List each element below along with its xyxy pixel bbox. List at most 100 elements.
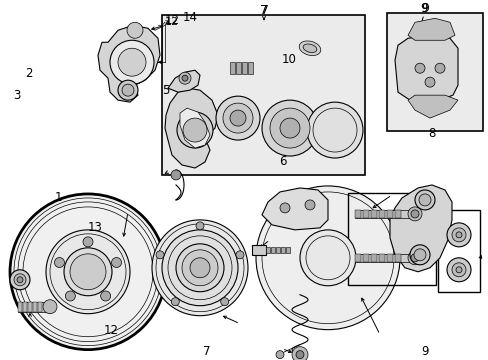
Circle shape xyxy=(65,291,75,301)
Circle shape xyxy=(171,298,179,306)
Circle shape xyxy=(127,22,142,38)
Text: 12: 12 xyxy=(104,324,119,337)
Circle shape xyxy=(280,203,289,213)
Circle shape xyxy=(70,254,106,290)
Text: 6: 6 xyxy=(278,155,285,168)
Circle shape xyxy=(14,274,26,286)
Circle shape xyxy=(410,210,418,218)
Bar xyxy=(354,254,409,262)
Bar xyxy=(285,247,289,253)
Polygon shape xyxy=(168,70,200,92)
Polygon shape xyxy=(394,35,457,100)
Circle shape xyxy=(280,118,299,138)
Bar xyxy=(18,302,46,312)
Bar xyxy=(23,302,27,312)
Circle shape xyxy=(413,249,425,261)
Circle shape xyxy=(111,257,122,267)
Text: 7: 7 xyxy=(260,4,267,17)
Circle shape xyxy=(446,258,470,282)
Polygon shape xyxy=(262,188,327,230)
Circle shape xyxy=(110,40,154,84)
Bar xyxy=(354,210,409,218)
Bar xyxy=(28,302,32,312)
Polygon shape xyxy=(407,18,454,40)
Bar xyxy=(362,254,368,262)
Circle shape xyxy=(64,248,112,296)
Text: 9: 9 xyxy=(421,345,428,358)
Text: 14: 14 xyxy=(182,11,197,24)
Circle shape xyxy=(451,228,465,242)
Polygon shape xyxy=(98,25,160,102)
Circle shape xyxy=(229,110,245,126)
Bar xyxy=(251,245,265,255)
Bar xyxy=(265,247,269,253)
Bar xyxy=(378,210,384,218)
Circle shape xyxy=(434,63,444,73)
Text: 7: 7 xyxy=(261,4,268,17)
Polygon shape xyxy=(389,185,451,272)
Circle shape xyxy=(10,270,30,290)
Circle shape xyxy=(256,186,399,330)
Circle shape xyxy=(10,194,165,350)
Circle shape xyxy=(236,251,244,259)
Bar xyxy=(386,254,392,262)
Text: 9: 9 xyxy=(420,2,428,15)
Bar xyxy=(270,247,274,253)
Circle shape xyxy=(305,200,314,210)
Circle shape xyxy=(455,267,461,273)
Bar xyxy=(236,62,241,74)
Circle shape xyxy=(407,207,421,221)
Bar xyxy=(394,254,400,262)
Text: 5: 5 xyxy=(162,84,170,97)
Bar xyxy=(354,210,360,218)
Bar xyxy=(370,254,376,262)
Circle shape xyxy=(414,190,434,210)
Circle shape xyxy=(156,251,163,259)
Circle shape xyxy=(306,102,362,158)
Circle shape xyxy=(196,222,203,230)
Circle shape xyxy=(262,100,317,156)
Circle shape xyxy=(183,118,206,142)
Circle shape xyxy=(54,257,64,267)
Circle shape xyxy=(17,277,23,283)
Text: 8: 8 xyxy=(427,127,435,140)
Text: 4: 4 xyxy=(140,58,148,71)
Bar xyxy=(33,302,37,312)
Bar xyxy=(38,302,42,312)
Circle shape xyxy=(43,300,57,314)
Circle shape xyxy=(220,298,228,306)
Circle shape xyxy=(83,237,93,247)
Polygon shape xyxy=(407,95,457,118)
Text: 7: 7 xyxy=(202,345,210,358)
Bar xyxy=(370,210,376,218)
Bar xyxy=(394,210,400,218)
Circle shape xyxy=(118,48,146,76)
Bar xyxy=(386,210,392,218)
Ellipse shape xyxy=(299,41,320,55)
Circle shape xyxy=(46,230,130,314)
Bar xyxy=(354,254,360,262)
Circle shape xyxy=(182,250,218,286)
Circle shape xyxy=(275,351,284,359)
Circle shape xyxy=(446,223,470,247)
Bar xyxy=(378,254,384,262)
Bar xyxy=(275,247,280,253)
Circle shape xyxy=(176,244,224,292)
Bar xyxy=(362,210,368,218)
Circle shape xyxy=(179,72,191,84)
Ellipse shape xyxy=(303,44,316,53)
Circle shape xyxy=(122,84,134,96)
Circle shape xyxy=(269,108,309,148)
Circle shape xyxy=(216,96,260,140)
Bar xyxy=(347,193,435,285)
Circle shape xyxy=(410,254,418,262)
Text: 12: 12 xyxy=(164,14,179,27)
Text: 11: 11 xyxy=(400,47,415,60)
Circle shape xyxy=(171,170,181,180)
Polygon shape xyxy=(180,108,209,148)
Text: 10: 10 xyxy=(282,53,296,66)
Circle shape xyxy=(182,75,187,81)
Bar xyxy=(162,15,364,175)
Text: 2: 2 xyxy=(25,67,33,81)
Circle shape xyxy=(152,220,247,316)
